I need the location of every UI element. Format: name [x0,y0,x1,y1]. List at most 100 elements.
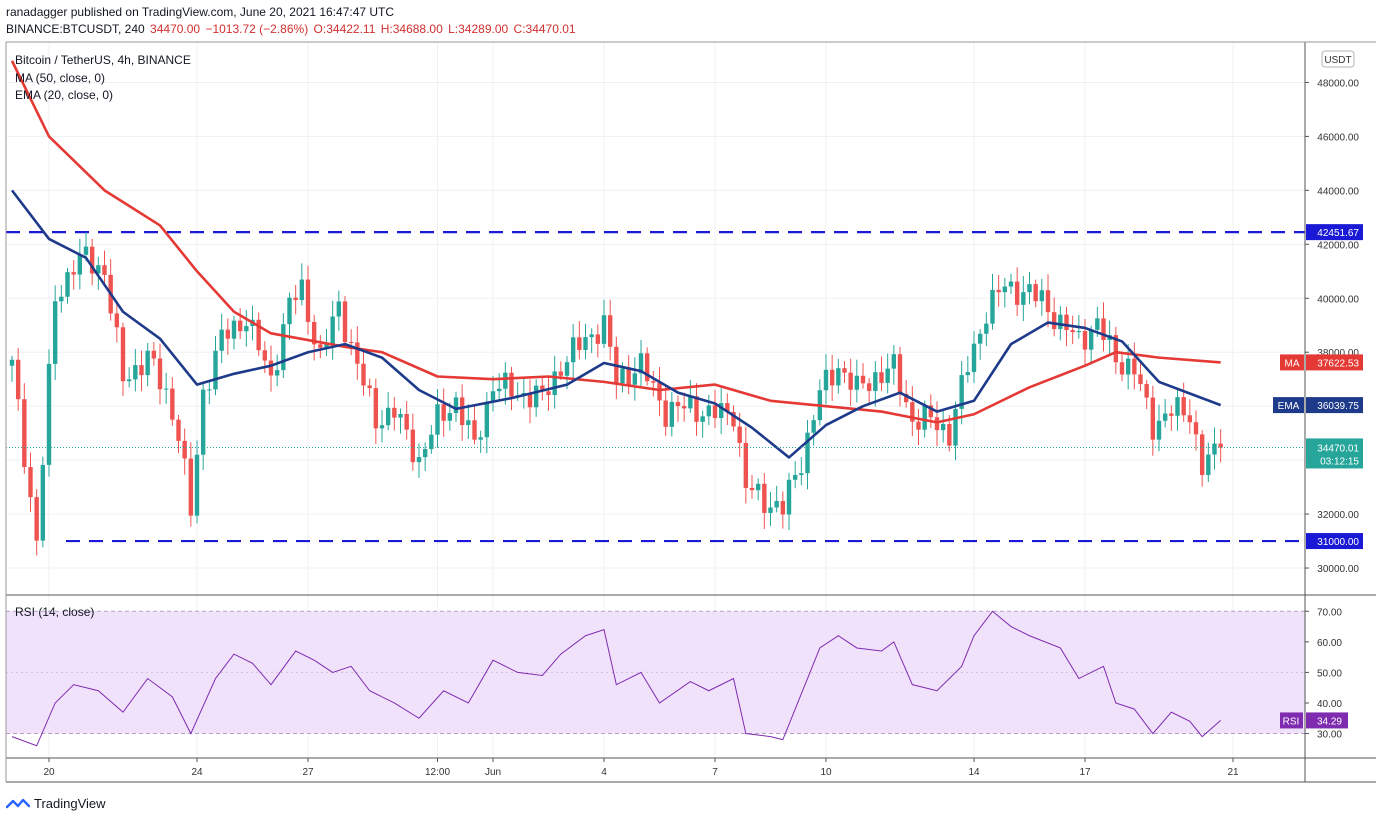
candle-body [410,429,416,463]
candle-body [1162,413,1168,421]
candle-body [811,420,816,433]
candle-body [244,326,249,332]
candle-body [22,399,27,468]
candle-body [1051,312,1057,330]
rsi-tick-label: 30.00 [1317,730,1342,741]
candle-body [398,414,403,418]
ema-tag: EMA [1278,401,1300,412]
candle-body [1206,454,1211,476]
candle-body [466,420,471,426]
candle-body [416,457,422,463]
rsi-pane [6,610,1305,747]
candle-body [34,497,39,541]
candle-body [829,369,835,386]
candle-body [1082,331,1088,350]
candle-body [305,279,311,322]
tradingview-logo[interactable]: TradingView [6,796,106,811]
symbol: BINANCE:BTCUSDT, 240 [6,22,145,36]
candle-body [422,449,428,458]
candle-body [1138,374,1143,385]
last-price: 34470.00 [150,22,201,36]
quote-line: BINANCE:BTCUSDT, 240 34470.00 −1013.72 (… [6,22,578,36]
candle-body [916,421,921,430]
candle-body [114,313,120,328]
candle-body [145,350,150,376]
candle-body [527,392,533,408]
chart-title[interactable]: Bitcoin / TetherUS, 4h, BINANCE [15,53,191,67]
candle-body [903,393,909,403]
candle-body [768,507,773,513]
candle-body [638,353,644,374]
rsi-tag-box [1280,712,1303,729]
axes[interactable]: 48000.00 46000.00 44000.00 42000.00 40000.00… [5,41,1376,783]
candle-body [188,458,194,516]
candle-body [311,321,317,345]
rsi-value: 34.29 [1317,716,1342,727]
candle-body [133,365,138,380]
candle-body [891,354,897,369]
candle-body [681,406,687,409]
candle-body [342,301,348,343]
candle-body [65,272,70,297]
candle-body [194,454,200,516]
candle-body [83,246,89,255]
ma-legend[interactable]: MA (50, close, 0) [15,71,106,85]
rsi-value-box [1306,712,1348,729]
candle-body [669,401,675,427]
rsi-tick-label: 60.00 [1317,638,1342,649]
time-tick-label: 12:00 [425,767,450,778]
candle-body [151,350,157,359]
candle-body [71,272,76,275]
candle-body [799,473,804,476]
candle-body [1175,397,1180,416]
candle-body [1095,318,1100,330]
rsi-tag: RSI [1283,716,1300,727]
candle-body [577,337,582,351]
time-tick-label: 4 [601,767,607,778]
candle-body [52,301,58,364]
candle-body [595,334,601,344]
candle-body [287,297,292,325]
candle-body [355,342,360,364]
candle-body [743,442,749,488]
candle-body [453,397,459,414]
price-tick-label: 42000.00 [1317,240,1359,251]
candle-body [447,413,453,421]
candle-body [484,401,490,438]
price-grid [6,42,1305,758]
price-tick-label: 46000.00 [1317,132,1359,143]
candle-body [749,487,755,491]
candle-body [207,389,212,391]
candle-body [879,372,884,383]
candle-body [922,405,927,430]
candle-body [718,403,724,419]
candle-body [324,344,329,348]
ema-legend[interactable]: EMA (20, close, 0) [15,88,114,102]
last-price-value: 34470.01 [1317,443,1359,454]
candle-body [737,426,742,443]
time-tick-label: 20 [43,767,55,778]
price-tick-label: 30000.00 [1317,564,1359,575]
ma-50-line [10,60,1221,424]
tradingview-wordmark: TradingView [34,796,106,811]
candle-body [262,350,268,361]
level-label: 42451.67 [1317,228,1359,239]
candle-body [755,483,761,491]
candle-body [712,405,718,419]
candle-body [885,368,890,383]
price-labels: 42451.67 31000.00 MA 37622.53 EMA 36039.75 344… [1273,224,1363,729]
candle-body [429,434,434,450]
candle-body [139,365,144,376]
candle-body [774,501,779,508]
candle-body [496,388,502,392]
candle-body [558,371,564,376]
rsi-legend[interactable]: RSI (14, close) [15,605,95,619]
candle-body [373,388,379,429]
candle-body [953,408,958,446]
level-label-box [1306,224,1363,241]
candle-body [503,372,508,389]
rsi-tick-label: 50.00 [1317,668,1342,679]
candle-body [1021,292,1026,305]
candle-body [873,372,878,391]
